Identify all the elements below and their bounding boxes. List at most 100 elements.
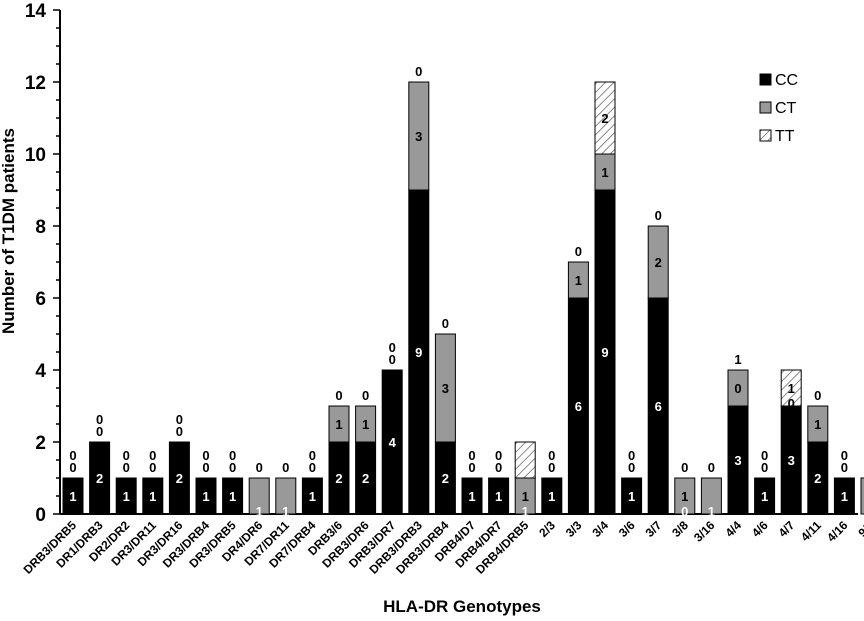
x-tick-label: 3/7 xyxy=(643,518,665,540)
segment-value-label: 1 xyxy=(123,489,130,504)
segment-value-label: 2 xyxy=(814,471,821,486)
above-bar-label: 0 xyxy=(389,340,396,355)
above-bar-label: 0 xyxy=(69,448,76,463)
segment-value-label: 1 xyxy=(628,489,635,504)
segment-value-label: 1 xyxy=(69,489,76,504)
above-bar-label: 0 xyxy=(335,388,342,403)
above-bar-label: 0 xyxy=(548,448,555,463)
bar-segment-ct xyxy=(328,405,350,443)
above-bar-label: 0 xyxy=(628,448,635,463)
segment-value-label: 0 xyxy=(734,381,741,396)
segment-value-label: 1 xyxy=(335,417,342,432)
bar-segment-tt xyxy=(780,369,802,407)
bar-segment-tt xyxy=(594,81,616,155)
above-bar-label: 0 xyxy=(628,460,635,475)
bar-segment-cc xyxy=(301,477,323,515)
bar-segment-ct xyxy=(567,261,589,299)
bar-segment-ct xyxy=(860,477,864,515)
bar-segment-cc xyxy=(115,477,137,515)
segment-value-label: 1 xyxy=(309,489,316,504)
above-bar-label: 0 xyxy=(548,460,555,475)
above-bar-label: 0 xyxy=(69,460,76,475)
segment-value-label: 1 xyxy=(468,489,475,504)
x-tick-label: 3/4 xyxy=(589,518,611,540)
y-tick-label: 8 xyxy=(35,217,46,238)
y-tick-label: 10 xyxy=(25,145,46,166)
legend-label-cc: CC xyxy=(775,72,798,89)
segment-value-label: 1 xyxy=(495,489,502,504)
x-tick-label: 4/7 xyxy=(776,518,798,540)
segment-value-label: 0 xyxy=(788,396,795,411)
y-tick-label: 4 xyxy=(35,361,46,382)
legend-swatch-ct xyxy=(759,101,772,114)
bar-segment-ct xyxy=(408,81,430,191)
bar-segment-ct xyxy=(700,477,722,515)
segment-value-label: 0 xyxy=(681,504,688,519)
above-bar-label: 0 xyxy=(202,460,209,475)
above-bar-label: 0 xyxy=(202,448,209,463)
above-bar-label: 0 xyxy=(96,424,103,439)
segment-value-label: 1 xyxy=(522,504,529,519)
segment-value-label: 1 xyxy=(548,489,555,504)
bar-segment-cc xyxy=(461,477,483,515)
legend-swatch-cc xyxy=(759,73,772,86)
bar-segment-cc xyxy=(89,441,111,515)
bar-segment-cc xyxy=(168,441,190,515)
segment-value-label: 2 xyxy=(601,111,608,126)
above-bar-label: 0 xyxy=(415,64,422,79)
above-bar-label: 0 xyxy=(468,460,475,475)
segment-value-label: 3 xyxy=(788,453,795,468)
above-bar-label: 0 xyxy=(176,424,183,439)
above-bar-label: 1 xyxy=(734,352,741,367)
segment-value-label: 2 xyxy=(96,471,103,486)
bar-segment-cc xyxy=(621,477,643,515)
bar-segment-ct xyxy=(275,477,297,515)
above-bar-label: 0 xyxy=(708,460,715,475)
segment-value-label: 4 xyxy=(389,435,397,450)
x-tick-label: 4/4 xyxy=(722,518,744,540)
bar-segment-tt xyxy=(514,441,536,479)
bar-segment-cc xyxy=(62,477,84,515)
x-tick-label: 9/9 xyxy=(855,518,864,540)
above-bar-label: 0 xyxy=(309,460,316,475)
y-axis-title: Number of T1DM patients xyxy=(0,128,18,334)
segment-value-label: 2 xyxy=(335,471,342,486)
above-bar-label: 0 xyxy=(309,448,316,463)
bar-segment-cc xyxy=(541,477,563,515)
y-tick-label: 6 xyxy=(35,289,46,310)
above-bar-label: 0 xyxy=(256,460,263,475)
bar-segment-cc xyxy=(142,477,164,515)
above-bar-label: 0 xyxy=(761,460,768,475)
segment-value-label: 1 xyxy=(522,489,529,504)
legend-swatch-tt xyxy=(759,129,772,142)
y-tick-label: 12 xyxy=(25,73,46,94)
x-tick-label: 3/16 xyxy=(691,518,718,545)
x-tick-label: 4/11 xyxy=(798,518,824,544)
above-bar-label: 0 xyxy=(229,448,236,463)
bar-segment-ct xyxy=(727,369,749,407)
bar-segment-ct xyxy=(248,477,270,515)
above-bar-label: 0 xyxy=(149,460,156,475)
above-bar-label: 0 xyxy=(841,460,848,475)
above-bar-label: 0 xyxy=(575,244,582,259)
above-bar-label: 0 xyxy=(229,460,236,475)
x-tick-label: 2/3 xyxy=(536,518,558,540)
segment-value-label: 1 xyxy=(362,417,369,432)
segment-value-label: 1 xyxy=(761,489,768,504)
segment-value-label: 1 xyxy=(229,489,236,504)
x-tick-label: 3/8 xyxy=(669,518,691,540)
above-bar-label: 0 xyxy=(495,448,502,463)
above-bar-label: 0 xyxy=(761,448,768,463)
segment-value-label: 9 xyxy=(415,345,422,360)
legend-label-tt: TT xyxy=(775,128,795,145)
above-bar-label: 0 xyxy=(442,316,449,331)
bar-segment-ct xyxy=(807,405,829,443)
segment-value-label: 1 xyxy=(788,381,795,396)
above-bar-label: 0 xyxy=(123,460,130,475)
segment-value-label: 6 xyxy=(575,399,582,414)
segment-value-label: 6 xyxy=(655,399,662,414)
bar-segment-cc xyxy=(488,477,510,515)
